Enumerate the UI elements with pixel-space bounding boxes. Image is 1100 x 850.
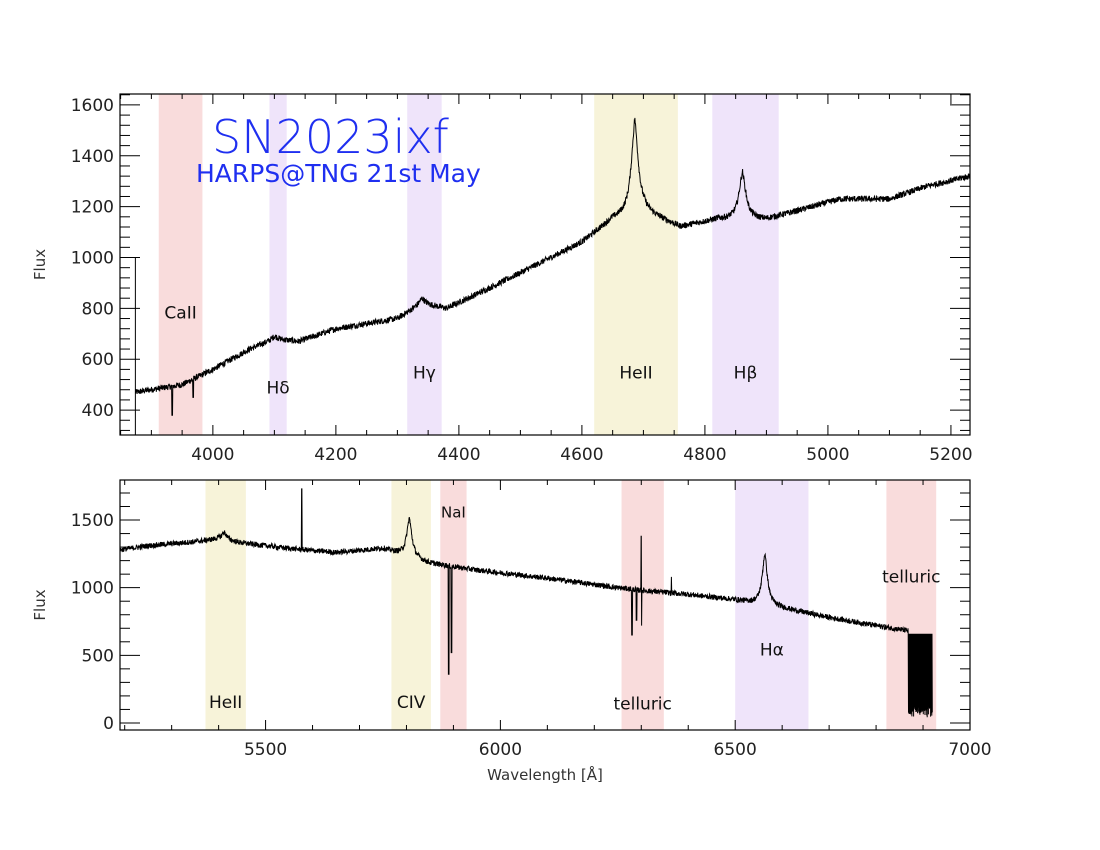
region-band-4 [735,480,809,730]
region-band-0 [158,94,203,435]
x-tick-label: 5000 [806,445,849,465]
region-label-0: HeII [209,693,242,713]
x-tick-label: 5200 [929,445,972,465]
y-tick-label: 1200 [71,198,114,218]
x-tick-label: 4000 [191,445,234,465]
region-band-3 [621,480,664,730]
y-tick-label: 1400 [71,147,114,167]
bottom-spectrum-line [119,488,933,718]
y-tick-label: 1000 [71,249,114,269]
region-band-1 [391,480,431,730]
top-regions [158,94,779,435]
top-x-tick-labels: 4000 4200 4400 4600 4800 5000 5200 [191,445,972,465]
y-tick-label: 600 [82,350,114,370]
region-label-2: Hγ [413,363,436,383]
y-tick-label: 0 [103,714,114,734]
x-tick-label: 4600 [560,445,603,465]
bottom-y-tick-labels: 0 500 1000 1500 [71,511,114,734]
chart-title: SN2023ixf [212,110,450,164]
bottom-y-axis-label: Flux [31,589,49,620]
x-tick-label: 7000 [948,740,991,760]
chart-subtitle: HARPS@TNG 21st May [196,159,481,188]
region-band-3 [594,94,678,435]
x-tick-label: 4400 [437,445,480,465]
bottom-panel: 5500 6000 6500 7000 0 500 1000 1500 HeII CIV NaI… [31,479,992,784]
bottom-axis-ticks [120,480,971,730]
region-label-1: Hδ [266,379,289,399]
region-label-4: Hα [760,640,784,660]
y-tick-label: 400 [82,401,114,421]
region-band-4 [712,94,779,435]
top-plot-frame [119,93,971,436]
region-label-4: Hβ [734,363,758,383]
top-region-labels: CaII Hδ Hγ HeII Hβ [164,304,757,399]
top-spectrum-line [134,117,971,435]
x-tick-label: 6000 [479,740,522,760]
y-tick-label: 500 [82,646,114,666]
y-tick-label: 800 [82,299,114,319]
region-band-2 [407,94,442,435]
x-tick-label: 5500 [244,740,287,760]
top-axis-ticks [120,94,970,435]
region-label-3: telluric [613,694,671,714]
region-label-0: CaII [164,304,196,324]
bottom-region-labels: HeII CIV NaI telluric Hα telluric [209,503,940,714]
bottom-x-axis-label: Wavelength [Å] [487,765,603,784]
bottom-x-tick-labels: 5500 6000 6500 7000 [244,740,992,760]
region-band-2 [440,480,467,730]
x-tick-label: 4200 [314,445,357,465]
top-y-tick-labels: 400 600 800 1000 1200 1400 1600 [71,96,114,421]
region-label-2: NaI [441,503,466,521]
y-tick-label: 1000 [71,579,114,599]
top-panel: 4000 4200 4400 4600 4800 5000 5200 400 600 800 10… [31,93,973,465]
region-band-1 [269,94,287,435]
y-tick-label: 1600 [71,96,114,116]
region-label-1: CIV [397,693,426,713]
bottom-plot-frame [119,479,971,731]
region-band-0 [205,480,246,730]
top-y-axis-label: Flux [31,249,49,280]
y-tick-label: 1500 [71,511,114,531]
bottom-regions [205,480,937,730]
region-label-5: telluric [882,567,940,587]
region-label-3: HeII [619,363,652,383]
x-tick-label: 6500 [714,740,757,760]
x-tick-label: 4800 [683,445,726,465]
